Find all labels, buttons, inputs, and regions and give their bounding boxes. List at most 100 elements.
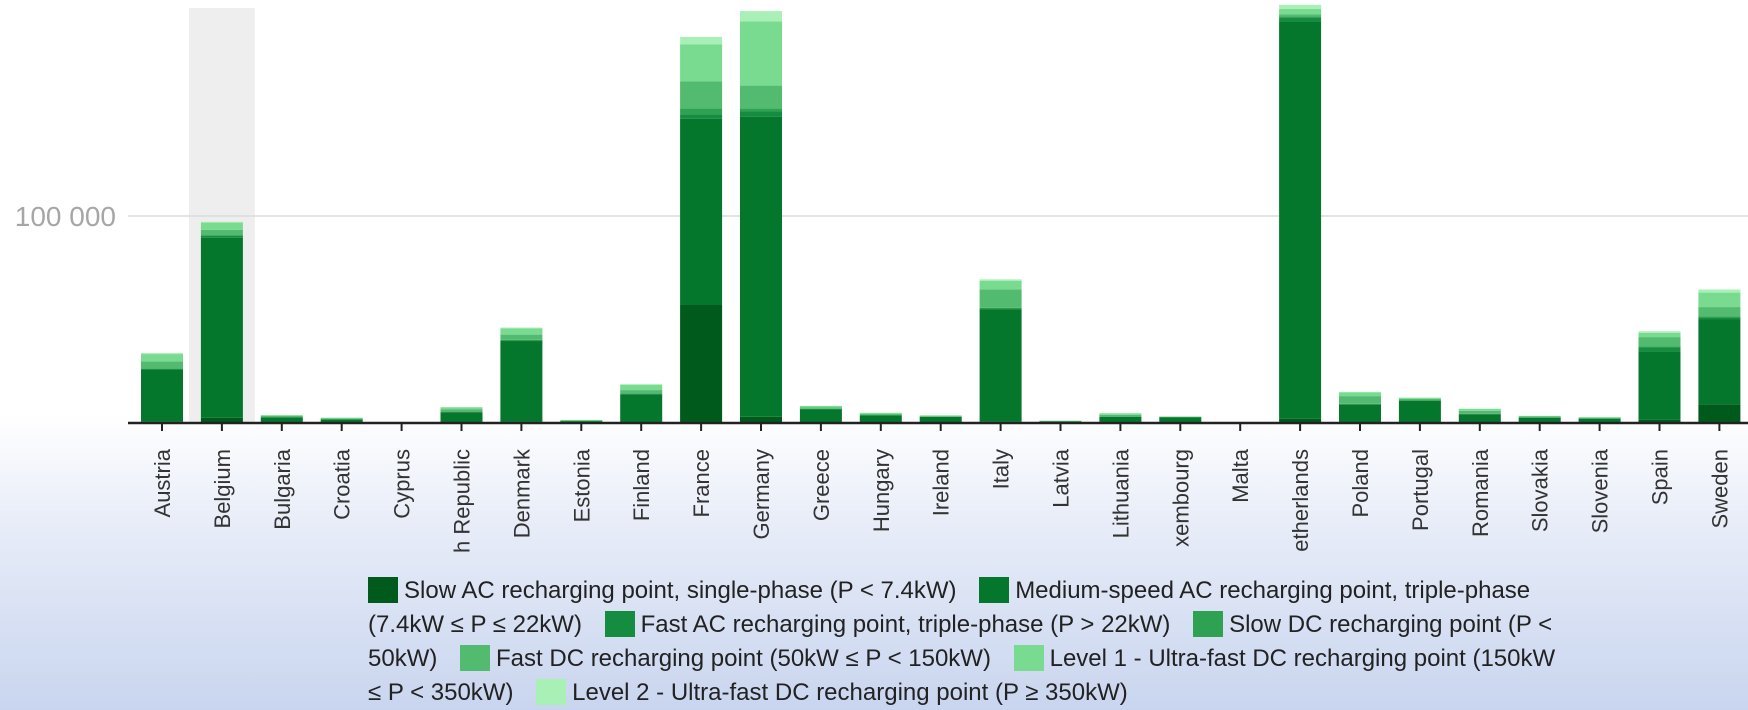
bar-segment[interactable]: [799, 406, 842, 408]
bar-segment[interactable]: [1518, 417, 1561, 423]
bar-segment[interactable]: [740, 21, 782, 86]
bar-segment[interactable]: [440, 412, 483, 423]
bar-segment[interactable]: [200, 235, 243, 238]
bar-stack[interactable]: [740, 11, 782, 423]
bar-segment[interactable]: [141, 369, 183, 422]
bar-segment[interactable]: [859, 413, 902, 415]
bar-stack[interactable]: [799, 405, 842, 423]
bar-segment[interactable]: [1339, 391, 1381, 393]
bar-stack[interactable]: [1279, 4, 1322, 423]
bar-segment[interactable]: [740, 116, 782, 417]
legend-item[interactable]: Level 2 - Ultra-fast DC recharging point…: [536, 679, 1144, 706]
bar-segment[interactable]: [500, 339, 543, 341]
bar-segment[interactable]: [1398, 398, 1441, 401]
bar-segment[interactable]: [620, 393, 663, 395]
bar-segment[interactable]: [1099, 414, 1142, 417]
bar-segment[interactable]: [200, 222, 243, 230]
legend-item[interactable]: Medium-speed AC recharging point, triple…: [368, 577, 1530, 638]
bar-segment[interactable]: [1339, 396, 1381, 404]
bar-segment[interactable]: [1638, 337, 1681, 347]
bar-segment[interactable]: [1339, 404, 1381, 423]
bar-segment[interactable]: [500, 340, 543, 342]
bar-segment[interactable]: [1638, 347, 1681, 352]
bar-segment[interactable]: [680, 114, 723, 119]
bar-segment[interactable]: [979, 289, 1022, 308]
bar-segment[interactable]: [500, 334, 543, 340]
bar-segment[interactable]: [620, 384, 663, 385]
bar-segment[interactable]: [1398, 397, 1441, 399]
bar-segment[interactable]: [1398, 400, 1441, 423]
bar-segment[interactable]: [141, 353, 183, 355]
bar-segment[interactable]: [680, 44, 723, 82]
bar-segment[interactable]: [1518, 415, 1561, 417]
legend-item[interactable]: Fast AC recharging point, triple-phase (…: [604, 611, 1187, 638]
bar-segment[interactable]: [1099, 413, 1142, 415]
bar-segment[interactable]: [200, 235, 243, 236]
bar-stack[interactable]: [1458, 408, 1501, 423]
bar-segment[interactable]: [141, 354, 183, 362]
bar-segment[interactable]: [620, 384, 663, 391]
bar-segment[interactable]: [1638, 331, 1681, 333]
bar-segment[interactable]: [979, 280, 1022, 290]
bar-segment[interactable]: [1159, 417, 1202, 423]
bar-segment[interactable]: [1458, 414, 1501, 423]
bar-segment[interactable]: [320, 419, 363, 423]
bar-segment[interactable]: [620, 390, 663, 394]
legend-item[interactable]: Fast DC recharging point (50kW ≤ P < 150…: [460, 645, 1007, 672]
bar-segment[interactable]: [141, 361, 183, 369]
bar-segment[interactable]: [1578, 417, 1621, 418]
bar-segment[interactable]: [859, 415, 902, 423]
bar-stack[interactable]: [141, 353, 183, 423]
bar-segment[interactable]: [440, 407, 483, 410]
bar-segment[interactable]: [1698, 289, 1741, 293]
bar-segment[interactable]: [1698, 316, 1741, 318]
bar-stack[interactable]: [620, 384, 663, 423]
bar-segment[interactable]: [1698, 307, 1741, 317]
bar-segment[interactable]: [919, 416, 962, 417]
legend-item[interactable]: Level 1 - Ultra-fast DC recharging point…: [368, 645, 1555, 706]
bar-segment[interactable]: [560, 420, 603, 421]
bar-segment[interactable]: [200, 237, 243, 418]
bar-segment[interactable]: [440, 411, 483, 413]
bar-segment[interactable]: [500, 327, 543, 329]
bar-segment[interactable]: [1279, 16, 1322, 18]
bar-segment[interactable]: [260, 415, 303, 416]
bar-segment[interactable]: [740, 11, 782, 22]
bar-segment[interactable]: [1339, 392, 1381, 397]
bar-segment[interactable]: [560, 419, 603, 421]
bar-stack[interactable]: [979, 279, 1022, 423]
bar-segment[interactable]: [1339, 403, 1381, 405]
bar-segment[interactable]: [440, 409, 483, 412]
bar-segment[interactable]: [680, 305, 723, 423]
bar-segment[interactable]: [200, 221, 243, 223]
bar-stack[interactable]: [500, 327, 543, 423]
bar-segment[interactable]: [919, 415, 962, 417]
bar-segment[interactable]: [1279, 9, 1322, 15]
bar-segment[interactable]: [859, 412, 902, 414]
bar-segment[interactable]: [200, 417, 243, 423]
bar-segment[interactable]: [320, 417, 363, 419]
bar-segment[interactable]: [1518, 416, 1561, 418]
bar-segment[interactable]: [1638, 346, 1681, 348]
bar-segment[interactable]: [1638, 351, 1681, 420]
bar-segment[interactable]: [320, 418, 363, 420]
bar-segment[interactable]: [1458, 413, 1501, 415]
bar-segment[interactable]: [979, 308, 1022, 310]
bar-segment[interactable]: [141, 368, 183, 370]
bar-segment[interactable]: [680, 36, 723, 45]
bar-segment[interactable]: [740, 416, 782, 423]
bar-segment[interactable]: [799, 407, 842, 409]
bar-stack[interactable]: [1398, 397, 1441, 423]
bar-segment[interactable]: [500, 341, 543, 422]
bar-segment[interactable]: [740, 85, 782, 109]
bar-stack[interactable]: [1339, 391, 1381, 423]
bar-segment[interactable]: [1698, 292, 1741, 308]
bar-segment[interactable]: [1578, 417, 1621, 419]
bar-segment[interactable]: [1279, 17, 1322, 22]
bar-segment[interactable]: [1099, 416, 1142, 423]
bar-segment[interactable]: [1279, 14, 1322, 17]
bar-segment[interactable]: [1279, 21, 1322, 419]
bar-segment[interactable]: [620, 394, 663, 423]
bar-segment[interactable]: [979, 309, 1022, 422]
bar-segment[interactable]: [799, 409, 842, 423]
